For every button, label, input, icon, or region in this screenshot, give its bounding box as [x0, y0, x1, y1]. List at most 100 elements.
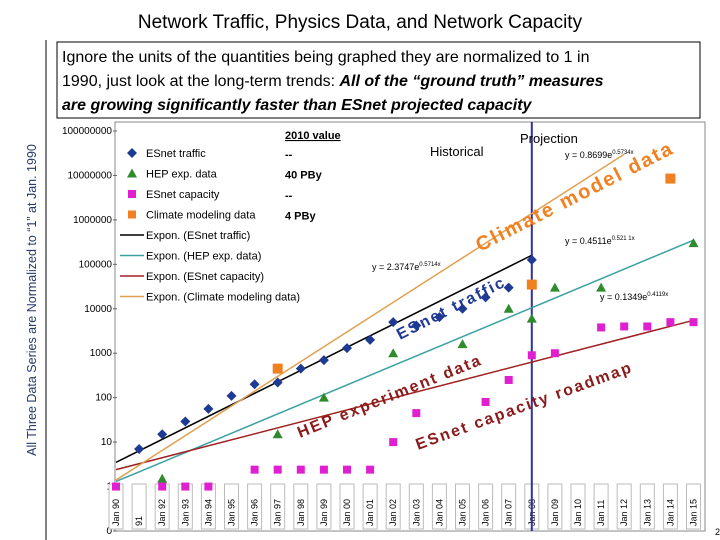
data-point — [272, 377, 283, 388]
x-tick-box — [247, 483, 263, 530]
data-point — [249, 379, 260, 390]
y-tick-label: 10 — [101, 437, 113, 448]
note-line: All of the “ground truth” measures — [338, 73, 603, 90]
data-point — [596, 282, 607, 292]
x-tick-label: Jan 94 — [203, 499, 213, 526]
x-tick-label: Jan 04 — [434, 499, 444, 526]
data-point — [389, 438, 398, 447]
x-tick-label: Jan 99 — [319, 499, 329, 526]
x-tick-label: Jan 95 — [227, 499, 237, 526]
x-tick-label: Jan 00 — [342, 499, 352, 526]
data-point — [503, 282, 514, 293]
legend-label: Expon. (HEP exp. data) — [146, 251, 261, 263]
y-tick-label: 100000000 — [62, 126, 112, 137]
table-value: 40 PBy — [285, 170, 323, 182]
x-tick-label: Jan 14 — [665, 499, 675, 526]
trend-line — [115, 153, 625, 481]
x-tick-box — [593, 483, 609, 530]
y-tick-label: 100 — [95, 393, 112, 404]
equation-exp: 0.4119x — [647, 292, 668, 298]
data-point — [527, 351, 536, 360]
y-tick-label: 1000000 — [73, 215, 112, 226]
x-tick-label: Jan 09 — [550, 499, 560, 526]
trend-line — [115, 319, 694, 471]
data-point — [388, 317, 399, 328]
data-point — [226, 390, 237, 401]
legend-marker — [128, 190, 136, 198]
data-point — [318, 355, 329, 366]
data-point — [134, 443, 145, 454]
x-tick-box — [270, 483, 286, 530]
legend-marker — [128, 210, 136, 219]
x-tick-box — [662, 483, 678, 530]
data-point — [388, 348, 399, 358]
x-tick-box — [339, 483, 355, 530]
data-point — [203, 403, 214, 414]
legend-label: Climate modeling data — [146, 210, 256, 222]
data-point — [549, 282, 560, 292]
x-tick-label: Jan 97 — [273, 499, 283, 526]
data-point — [157, 473, 168, 483]
table-value: 4 PBy — [285, 211, 316, 223]
table-value: -- — [285, 149, 293, 161]
y-tick-label: 1000 — [90, 348, 113, 359]
period-label: Historical — [430, 144, 484, 159]
data-point — [666, 318, 675, 327]
table-value: -- — [285, 190, 293, 202]
legend-label: ESnet traffic — [146, 148, 206, 160]
x-tick-label: Jan 11 — [596, 500, 606, 526]
chart-title: Network Traffic, Physics Data, and Netwo… — [138, 12, 583, 33]
equation-exp: 0.521 1x — [612, 236, 635, 242]
x-tick-box — [224, 483, 239, 530]
y-tick-label: 0 — [106, 526, 112, 537]
period-label: Projection — [520, 131, 578, 146]
data-point — [504, 375, 513, 384]
equation-base: y = 0.4511e — [565, 236, 612, 246]
equation: y = 2.3747e0.5714x — [372, 262, 441, 272]
data-point — [412, 409, 421, 418]
data-point — [643, 322, 652, 331]
x-tick-box — [616, 483, 632, 530]
x-tick-box — [455, 483, 470, 530]
note-line: Ignore the units of the quantities being… — [62, 49, 589, 66]
equation-base: y = 2.3747e — [372, 262, 419, 272]
data-point — [526, 279, 537, 290]
x-tick-label: Jan 03 — [411, 499, 421, 526]
data-point — [158, 482, 167, 491]
x-tick-box — [293, 483, 309, 530]
data-point — [620, 322, 629, 331]
table-title: 2010 value — [285, 130, 341, 142]
legend-label: Expon. (ESnet capacity) — [146, 271, 264, 283]
y-tick-label: 100000 — [79, 259, 113, 270]
legend-marker — [127, 148, 137, 158]
legend-label: Expon. (Climate modeling data) — [146, 292, 300, 304]
data-point — [526, 313, 537, 323]
x-tick-box — [478, 483, 494, 530]
note-line: 1990, just look at the long-term trends:… — [62, 73, 604, 90]
legend-label: Expon. (ESnet traffic) — [146, 230, 250, 242]
data-point — [318, 392, 329, 402]
data-point — [550, 349, 559, 358]
data-point — [503, 303, 514, 313]
equation: y = 0.8699e0.5734x — [565, 150, 634, 160]
data-point — [411, 320, 422, 331]
data-point — [273, 465, 282, 474]
x-tick-label: Jan 93 — [180, 499, 190, 526]
data-point — [434, 312, 445, 323]
x-tick-label: Jan 96 — [250, 499, 260, 526]
x-tick-box — [639, 483, 655, 530]
equation-base: y = 0.1349e — [600, 292, 647, 302]
x-tick-label: 91 — [134, 516, 144, 526]
data-point — [112, 482, 120, 491]
page-number: 2 — [715, 527, 720, 537]
plot-frame — [114, 121, 706, 532]
legend-label: HEP exp. data — [146, 169, 218, 181]
data-point — [688, 238, 699, 248]
x-tick-label: Jan 90 — [111, 499, 121, 526]
data-point — [597, 323, 606, 332]
x-tick-box — [686, 483, 701, 530]
y-axis-label: All Three Data Series are Normalized to … — [25, 144, 39, 456]
note-line: are growing significantly faster than ES… — [62, 97, 533, 114]
legend-marker — [127, 168, 137, 178]
x-tick-label: Jan 92 — [157, 499, 167, 526]
